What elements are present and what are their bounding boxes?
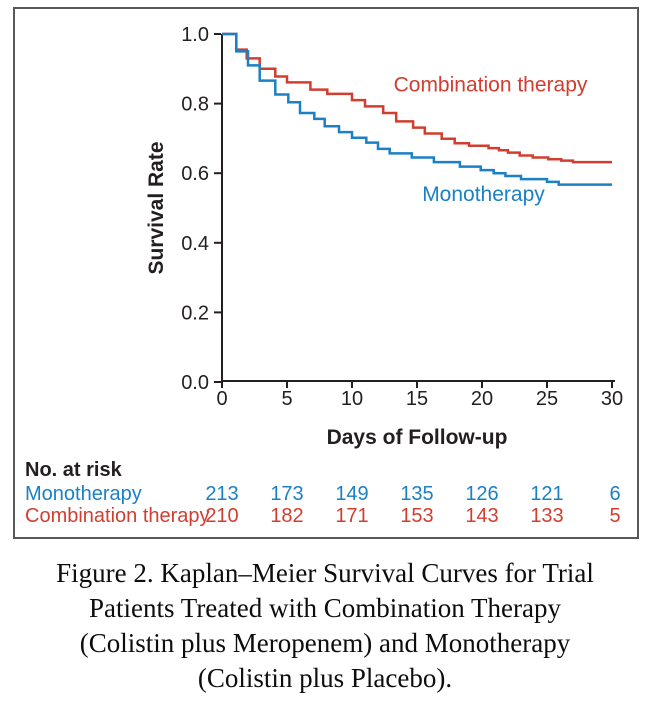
figure-border-frame bbox=[13, 7, 639, 539]
risk-value: 121 bbox=[530, 483, 564, 505]
risk-value: 6 bbox=[609, 483, 621, 505]
risk-row-label-combination-therapy: Combination therapy bbox=[25, 505, 210, 527]
caption-line: (Colistin plus Meropenem) and Monotherap… bbox=[79, 628, 571, 658]
figure-caption: Figure 2. Kaplan–Meier Survival Curves f… bbox=[0, 556, 650, 696]
y-tick-label: 0.8 bbox=[181, 94, 209, 116]
risk-value: 171 bbox=[335, 505, 369, 527]
x-axis-title: Days of Follow-up bbox=[327, 426, 508, 449]
caption-line: (Colistin plus Placebo). bbox=[197, 663, 453, 693]
y-tick-label: 1.0 bbox=[181, 24, 209, 46]
x-tick-label: 0 bbox=[216, 388, 227, 410]
risk-value: 182 bbox=[270, 505, 304, 527]
x-tick-label: 20 bbox=[471, 388, 493, 410]
risk-value: 126 bbox=[465, 483, 499, 505]
y-tick-label: 0.4 bbox=[181, 233, 209, 255]
risk-value: 135 bbox=[400, 483, 434, 505]
curve-combination-therapy bbox=[222, 32, 612, 164]
risk-value: 213 bbox=[205, 483, 239, 505]
curve-monotherapy bbox=[222, 32, 612, 186]
risk-row-label-monotherapy: Monotherapy bbox=[25, 483, 142, 505]
y-axis-title: Survival Rate bbox=[145, 141, 168, 274]
y-tick-label: 0.6 bbox=[181, 163, 209, 185]
risk-value: 143 bbox=[465, 505, 499, 527]
risk-value: 173 bbox=[270, 483, 304, 505]
caption-line: Patients Treated with Combination Therap… bbox=[89, 593, 561, 623]
curve-label-combination-therapy: Combination therapy bbox=[394, 73, 588, 96]
x-tick-label: 5 bbox=[281, 388, 292, 410]
y-tick-label: 0.2 bbox=[181, 302, 209, 324]
x-tick-label: 25 bbox=[536, 388, 558, 410]
caption-line: Figure 2. Kaplan–Meier Survival Curves f… bbox=[56, 558, 594, 588]
x-tick-label: 10 bbox=[341, 388, 363, 410]
risk-value: 149 bbox=[335, 483, 369, 505]
risk-value: 133 bbox=[530, 505, 564, 527]
x-tick-label: 30 bbox=[601, 388, 623, 410]
kaplan-meier-chart: 0.0 0.2 0.4 0.6 0.8 1.0 0 5 10 15 20 25 30 Days of Fo… bbox=[145, 24, 623, 449]
risk-value: 210 bbox=[205, 505, 239, 527]
risk-table-header: No. at risk bbox=[25, 459, 122, 481]
risk-value: 153 bbox=[400, 505, 434, 527]
y-tick-label: 0.0 bbox=[181, 372, 209, 394]
curve-label-monotherapy: Monotherapy bbox=[422, 183, 545, 206]
risk-value: 5 bbox=[609, 505, 621, 527]
x-tick-label: 15 bbox=[406, 388, 428, 410]
